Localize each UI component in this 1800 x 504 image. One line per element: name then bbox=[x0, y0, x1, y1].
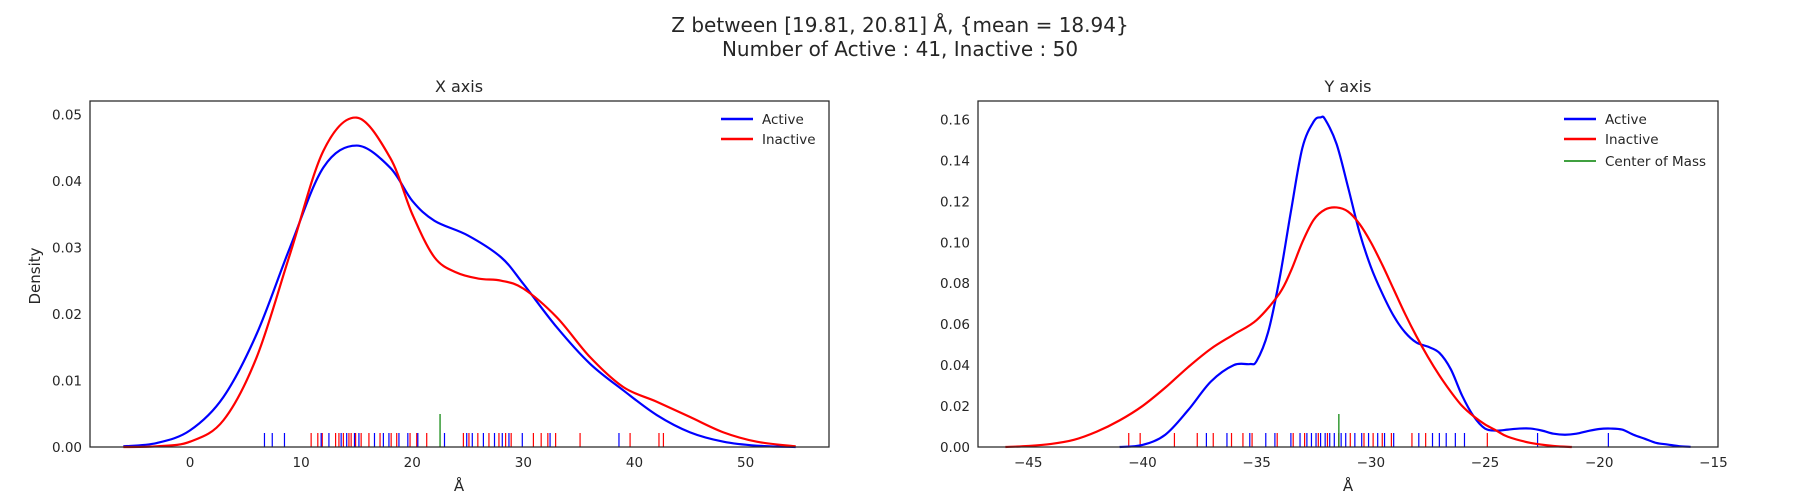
y-tick-label: 0.16 bbox=[940, 112, 970, 128]
y-panel-xlabel: Å bbox=[1343, 476, 1354, 495]
x-panel-ylabel: Density bbox=[26, 247, 44, 304]
density-curve-inactive bbox=[123, 116, 796, 449]
legend-label-active: Active bbox=[1605, 112, 1647, 128]
density-curve-active bbox=[123, 144, 796, 449]
y-tick-label: 0.10 bbox=[940, 235, 970, 251]
x-tick-label: 0 bbox=[186, 455, 195, 471]
x-panel-title: X axis bbox=[435, 77, 483, 96]
x-tick-label: 30 bbox=[515, 455, 532, 471]
legend-label-active: Active bbox=[762, 112, 804, 128]
figure-title-line-2: Number of Active : 41, Inactive : 50 bbox=[722, 37, 1078, 61]
y-axis-panel: Y axis Å Active Inactive Center of Mass … bbox=[940, 77, 1728, 495]
density-curve-inactive bbox=[1005, 206, 1572, 449]
x-tick-label: 50 bbox=[737, 455, 754, 471]
x-tick-label: −20 bbox=[1585, 455, 1614, 471]
legend-label-inactive: Inactive bbox=[1605, 132, 1659, 148]
y-tick-label: 0.06 bbox=[940, 317, 970, 333]
y-panel-title: Y axis bbox=[1324, 77, 1372, 96]
legend-label-center-of-mass: Center of Mass bbox=[1605, 154, 1706, 170]
y-tick-label: 0.08 bbox=[940, 276, 970, 292]
x-tick-label: 20 bbox=[404, 455, 421, 471]
plot-frame bbox=[977, 100, 1719, 448]
y-tick-label: 0.00 bbox=[940, 440, 970, 456]
x-tick-label: −15 bbox=[1699, 455, 1728, 471]
x-tick-label: −25 bbox=[1471, 455, 1500, 471]
y-tick-label: 0.14 bbox=[940, 153, 970, 169]
plot-frame bbox=[89, 100, 830, 448]
x-panel-legend: Active Inactive bbox=[721, 112, 816, 148]
x-tick-label: 10 bbox=[293, 455, 310, 471]
x-tick-label: −40 bbox=[1128, 455, 1157, 471]
figure-title-line-1: Z between [19.81, 20.81] Å, {mean = 18.9… bbox=[671, 13, 1128, 37]
x-axis-panel: X axis Å Density Active Inactive 0 10 20 30… bbox=[26, 77, 830, 495]
x-panel-xlabel: Å bbox=[454, 476, 465, 495]
y-tick-label: 0.02 bbox=[940, 399, 970, 415]
y-tick-label: 0.04 bbox=[940, 358, 970, 374]
y-tick-label: 0.01 bbox=[52, 373, 82, 389]
x-tick-label: −30 bbox=[1357, 455, 1386, 471]
y-tick-label: 0.04 bbox=[52, 174, 82, 190]
density-curve-active bbox=[1119, 115, 1691, 449]
y-tick-label: 0.03 bbox=[52, 240, 82, 256]
legend-label-inactive: Inactive bbox=[762, 132, 816, 148]
y-tick-label: 0.12 bbox=[940, 194, 970, 210]
x-tick-label: 40 bbox=[626, 455, 643, 471]
x-tick-label: −45 bbox=[1014, 455, 1043, 471]
x-tick-label: −35 bbox=[1242, 455, 1271, 471]
y-tick-label: 0.00 bbox=[52, 440, 82, 456]
y-panel-legend: Active Inactive Center of Mass bbox=[1564, 112, 1706, 170]
y-tick-label: 0.05 bbox=[52, 107, 82, 123]
y-tick-label: 0.02 bbox=[52, 307, 82, 323]
